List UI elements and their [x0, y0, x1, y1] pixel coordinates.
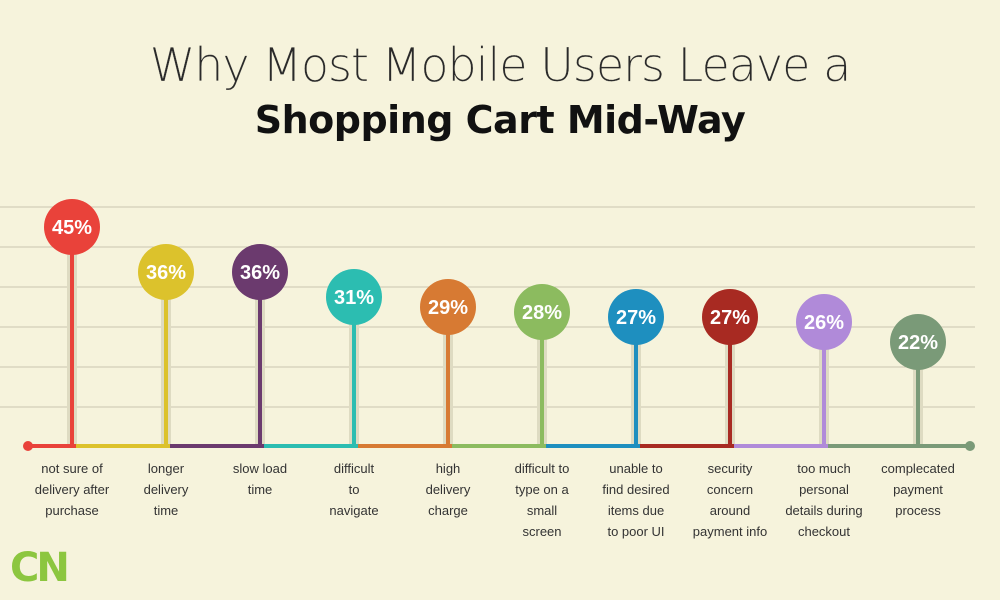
category-label: type on a: [515, 482, 569, 497]
data-label: 45%: [52, 217, 92, 239]
data-label: 28%: [522, 302, 562, 324]
category-label: items due: [608, 503, 664, 518]
data-label: 36%: [146, 262, 186, 284]
category-label: purchase: [45, 503, 98, 518]
category-label: difficult to: [515, 461, 570, 476]
category-label: high: [436, 461, 461, 476]
data-label: 26%: [804, 312, 844, 334]
data-label: 31%: [334, 287, 374, 309]
category-label: around: [710, 503, 750, 518]
title-line-2: Shopping Cart Mid-Way: [254, 98, 746, 142]
data-label: 27%: [616, 307, 656, 329]
category-label: navigate: [329, 503, 378, 518]
category-label: too much: [797, 461, 850, 476]
category-label: personal: [799, 482, 849, 497]
category-label: not sure of: [41, 461, 103, 476]
category-label: unable to: [609, 461, 663, 476]
category-label: security: [708, 461, 753, 476]
category-label: payment info: [693, 524, 767, 539]
category-label: process: [895, 503, 941, 518]
category-label: payment: [893, 482, 943, 497]
bar-marker: [232, 244, 288, 300]
category-label: screen: [522, 524, 561, 539]
category-label: difficult: [334, 461, 375, 476]
data-label: 22%: [898, 332, 938, 354]
category-label: concern: [707, 482, 753, 497]
bar-marker: [420, 279, 476, 335]
cn-logo: CN: [10, 545, 70, 591]
category-label: find desired: [602, 482, 669, 497]
bar-marker: [890, 314, 946, 370]
bar-marker: [702, 289, 758, 345]
category-label: time: [154, 503, 179, 518]
baseline-end-dot: [965, 441, 975, 451]
category-label: to poor UI: [607, 524, 664, 539]
category-label: charge: [428, 503, 468, 518]
category-label: small: [527, 503, 557, 518]
category-label: time: [248, 482, 273, 497]
category-label: complecated: [881, 461, 955, 476]
bar-marker: [514, 284, 570, 340]
category-label: checkout: [798, 524, 850, 539]
data-label: 36%: [240, 262, 280, 284]
baseline-start-dot: [23, 441, 33, 451]
bar-marker: [138, 244, 194, 300]
data-label: 27%: [710, 307, 750, 329]
category-label: slow load: [233, 461, 287, 476]
bar-marker: [44, 199, 100, 255]
bar-marker: [608, 289, 664, 345]
category-label: to: [349, 482, 360, 497]
category-label: delivery: [144, 482, 189, 497]
category-label: delivery after: [35, 482, 110, 497]
data-label: 29%: [428, 297, 468, 319]
category-label: longer: [148, 461, 185, 476]
bar-marker: [796, 294, 852, 350]
category-label: details during: [785, 503, 862, 518]
bar-marker: [326, 269, 382, 325]
category-label: delivery: [426, 482, 471, 497]
title-line-1: Why Most Mobile Users Leave a: [149, 38, 852, 92]
